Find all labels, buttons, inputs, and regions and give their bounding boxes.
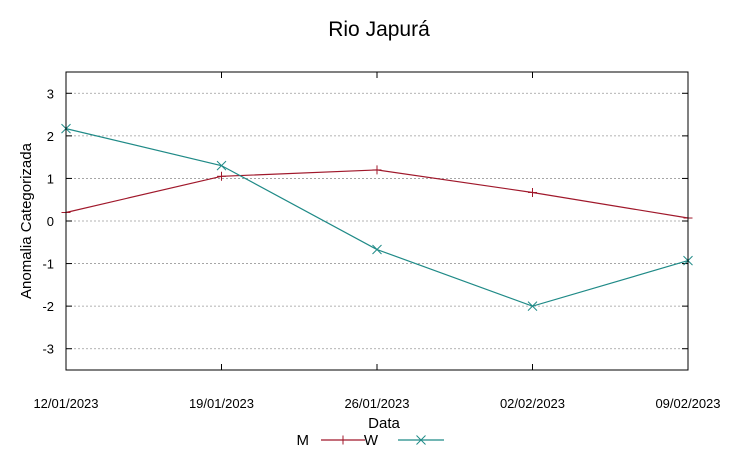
chart-title: Rio Japurá: [328, 18, 430, 41]
data-point-marker: [216, 160, 227, 171]
y-tick-label: 2: [47, 129, 54, 144]
x-axis-ticks: 12/01/2023 19/01/2023 26/01/2023 02/02/2023…: [33, 72, 721, 411]
legend-entry-W: W: [364, 432, 444, 449]
y-tick-label: 1: [47, 171, 54, 186]
legend-label: M: [297, 432, 310, 449]
x-tick-label: 02/02/2023: [500, 396, 565, 411]
y-tick-label: 0: [47, 214, 54, 229]
series-W: [61, 123, 693, 311]
data-series: [61, 123, 693, 311]
x-tick-label: 26/01/2023: [344, 396, 409, 411]
data-point-marker: [527, 301, 538, 311]
y-tick-label: 3: [47, 86, 54, 101]
legend-label: W: [364, 432, 379, 449]
data-point-marker: [416, 435, 426, 445]
series-line: [65, 169, 689, 219]
gridlines: [66, 92, 688, 350]
legend-entry-M: M: [297, 432, 365, 449]
x-tick-label: 09/02/2023: [655, 396, 720, 411]
data-point-marker: [372, 244, 382, 255]
y-axis-ticks: 3 2 1 0 -1 -2 -3: [42, 86, 688, 357]
y-tick-label: -3: [42, 342, 54, 357]
y-tick-label: -2: [42, 299, 54, 314]
y-axis-label: Anomalia Categorizada: [18, 142, 35, 299]
x-tick-label: 19/01/2023: [189, 396, 254, 411]
series-M: [61, 165, 693, 223]
y-tick-label: -1: [42, 257, 54, 272]
series-line: [65, 128, 689, 307]
plot-frame: [65, 71, 689, 371]
x-axis-label: Data: [368, 415, 400, 432]
x-tick-label: 12/01/2023: [33, 396, 98, 411]
